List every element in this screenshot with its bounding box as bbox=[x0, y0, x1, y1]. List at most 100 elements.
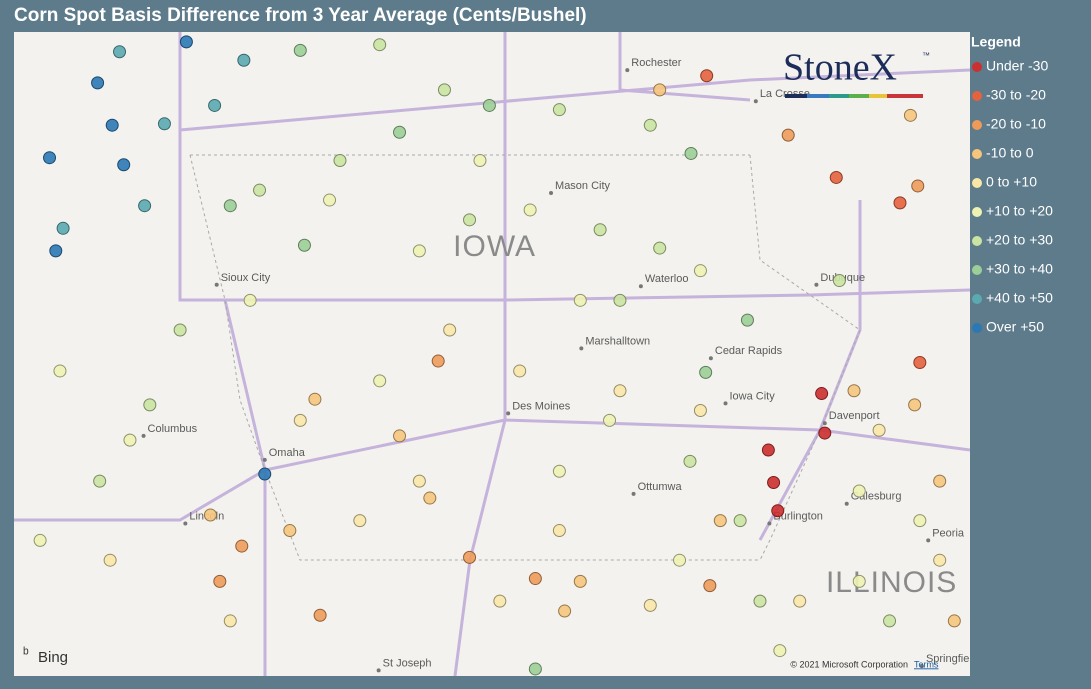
basis-point bbox=[117, 158, 131, 172]
basis-point bbox=[393, 125, 407, 139]
place-label: Omaha bbox=[269, 447, 306, 459]
place-marker bbox=[708, 356, 713, 361]
basis-point bbox=[49, 244, 63, 258]
logo: StoneX ™ bbox=[783, 47, 930, 98]
basis-point bbox=[767, 476, 781, 490]
basis-point bbox=[523, 203, 537, 217]
basis-point bbox=[793, 594, 807, 608]
basis-point bbox=[847, 384, 861, 398]
place-marker bbox=[625, 68, 630, 73]
place-marker bbox=[549, 191, 554, 195]
legend-swatch bbox=[972, 178, 982, 188]
terms-link[interactable]: Terms bbox=[914, 659, 939, 669]
legend-label: +40 to +50 bbox=[986, 290, 1053, 306]
basis-point bbox=[603, 413, 617, 427]
basis-point bbox=[223, 199, 237, 213]
basis-point bbox=[283, 524, 297, 538]
logo-bar bbox=[849, 94, 869, 98]
legend-swatch bbox=[972, 62, 982, 72]
basis-point bbox=[693, 264, 707, 278]
legend-swatch bbox=[972, 323, 982, 333]
place-marker bbox=[767, 521, 772, 526]
logo-bar bbox=[807, 94, 829, 98]
basis-point bbox=[423, 491, 437, 505]
basis-point bbox=[43, 151, 57, 165]
basis-point bbox=[818, 426, 832, 440]
basis-point bbox=[552, 464, 566, 478]
basis-point bbox=[208, 98, 222, 112]
place-marker bbox=[376, 668, 381, 673]
legend-swatch bbox=[972, 236, 982, 246]
basis-point bbox=[573, 574, 587, 588]
basis-point bbox=[243, 293, 257, 307]
basis-point bbox=[552, 103, 566, 117]
basis-point bbox=[911, 179, 925, 193]
place-marker bbox=[926, 538, 931, 543]
legend-swatch bbox=[972, 149, 982, 159]
legend-swatch bbox=[972, 294, 982, 304]
place-marker bbox=[262, 457, 267, 462]
basis-point bbox=[103, 553, 117, 567]
logo-bar bbox=[887, 94, 923, 98]
legend-swatch bbox=[972, 91, 982, 101]
place-marker bbox=[723, 401, 728, 406]
legend-label: Over +50 bbox=[986, 319, 1044, 335]
place-label: Mason City bbox=[555, 180, 611, 192]
place-marker bbox=[631, 491, 636, 496]
place-label: Marshalltown bbox=[585, 335, 650, 347]
map-background bbox=[14, 32, 970, 676]
basis-point bbox=[933, 553, 947, 567]
basis-point bbox=[431, 354, 445, 368]
legend-label: -30 to -20 bbox=[986, 87, 1046, 103]
basis-point bbox=[753, 594, 767, 608]
bing-logo: ᵇ bbox=[23, 645, 29, 662]
logo-bar bbox=[785, 94, 807, 98]
provider: Bing bbox=[38, 649, 68, 666]
copyright: © 2021 Microsoft Corporation bbox=[790, 659, 908, 669]
basis-point bbox=[313, 608, 327, 622]
basis-point bbox=[157, 117, 171, 131]
basis-point bbox=[593, 223, 607, 237]
place-label: Springfield bbox=[926, 653, 978, 665]
basis-point bbox=[815, 387, 829, 401]
basis-point bbox=[463, 213, 477, 227]
basis-point bbox=[373, 374, 387, 388]
place-marker bbox=[822, 421, 827, 426]
basis-point bbox=[412, 244, 426, 258]
basis-point bbox=[528, 572, 542, 586]
basis-point bbox=[179, 35, 193, 49]
place-marker bbox=[506, 411, 511, 416]
basis-point bbox=[653, 83, 667, 97]
basis-point bbox=[437, 83, 451, 97]
basis-point bbox=[173, 323, 187, 337]
basis-point bbox=[573, 293, 587, 307]
basis-point bbox=[613, 293, 627, 307]
place-marker bbox=[753, 99, 758, 104]
place-label: Davenport bbox=[829, 410, 880, 422]
place-marker bbox=[844, 501, 849, 506]
legend-label: -10 to 0 bbox=[986, 145, 1034, 161]
basis-point bbox=[852, 484, 866, 498]
basis-point bbox=[558, 604, 572, 618]
basis-point bbox=[893, 196, 907, 210]
roads bbox=[14, 32, 970, 676]
basis-point bbox=[733, 514, 747, 528]
place-label: Rochester bbox=[631, 57, 681, 69]
basis-point bbox=[643, 118, 657, 132]
place-marker bbox=[919, 664, 924, 669]
place-marker bbox=[141, 433, 146, 438]
basis-point bbox=[333, 154, 347, 168]
place-label: Waterloo bbox=[645, 273, 689, 285]
place-label: Ottumwa bbox=[638, 481, 683, 493]
basis-point bbox=[203, 508, 217, 522]
basis-point bbox=[740, 313, 754, 327]
legend-label: -20 to -10 bbox=[986, 116, 1046, 132]
basis-point bbox=[903, 108, 917, 122]
basis-point bbox=[138, 199, 152, 213]
place-label: Sioux City bbox=[221, 272, 271, 284]
basis-point bbox=[761, 443, 775, 457]
basis-point bbox=[93, 474, 107, 488]
basis-point bbox=[613, 384, 627, 398]
